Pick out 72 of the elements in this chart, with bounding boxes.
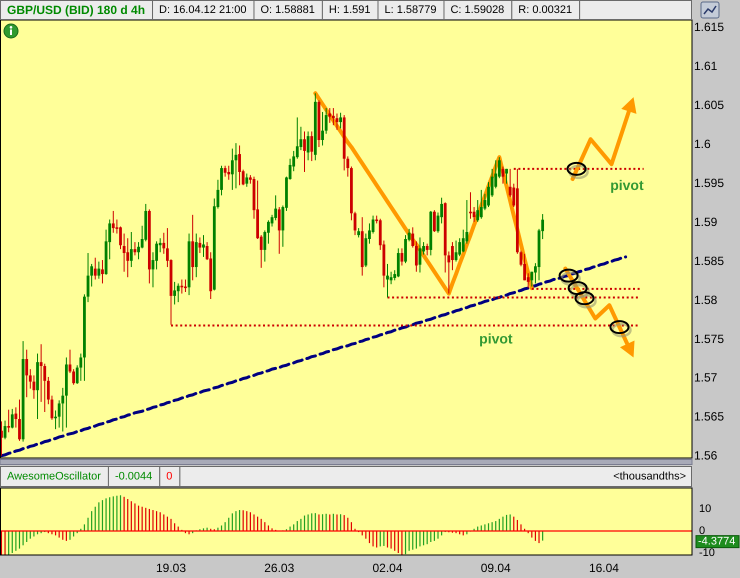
- candlestick: [173, 281, 176, 305]
- x-tick-label: 16.04: [588, 561, 620, 575]
- candlestick: [386, 263, 389, 298]
- candlestick: [198, 236, 202, 254]
- candlestick: [426, 243, 429, 256]
- candlestick: [357, 228, 360, 238]
- y-tick-label: 1.585: [694, 254, 724, 268]
- y-tick-label: 1.61: [694, 58, 718, 73]
- y-tick-label: 1.57: [694, 370, 718, 385]
- candlestick: [418, 236, 422, 274]
- candlestick: [43, 363, 46, 413]
- chart-title: GBP/USD (BID) 180 d 4h: [7, 3, 146, 17]
- y-tick-label: 1.6: [694, 136, 712, 151]
- y-tick-label: 0: [699, 524, 706, 537]
- y-tick-label: 1.58: [694, 292, 718, 307]
- candlestick: [126, 238, 130, 278]
- y-tick-label: 1.605: [694, 98, 724, 112]
- candlestick: [234, 142, 238, 189]
- y-tick-label: 1.56: [694, 448, 718, 463]
- y-tick-label: 1.615: [694, 20, 724, 34]
- candlestick: [414, 240, 418, 272]
- candlestick: [469, 192, 472, 220]
- candlestick: [224, 165, 227, 178]
- y-tick-label: 1.565: [694, 410, 724, 424]
- candlestick: [18, 399, 21, 442]
- y-tick-label: 1.595: [694, 176, 724, 190]
- candlestick: [238, 144, 241, 186]
- series-label: pivot: [479, 330, 513, 347]
- candlestick: [502, 166, 504, 184]
- y-axis-title: <thousandths>: [613, 470, 686, 482]
- candlestick: [227, 165, 230, 180]
- candlestick: [462, 229, 465, 253]
- y-tick-label: 10: [699, 502, 712, 515]
- text: 0: [166, 470, 172, 482]
- candlestick: [339, 112, 342, 129]
- candlestick: [101, 260, 104, 284]
- candlestick: [321, 111, 324, 146]
- text: -4.3774: [698, 536, 736, 548]
- x-tick-label: 09.04: [480, 561, 512, 575]
- chart-title: AwesomeOscillator: [7, 470, 102, 482]
- text: H: 1.591: [328, 4, 371, 16]
- text: R: 0.00321: [518, 4, 572, 16]
- x-tick-label: 19.03: [156, 561, 186, 575]
- candlestick: [25, 349, 28, 398]
- candlestick: [4, 420, 6, 440]
- candlestick: [332, 108, 335, 126]
- candlestick: [454, 240, 458, 262]
- series-label: pivot: [610, 176, 644, 193]
- text: D: 16.04.12 21:00: [159, 4, 246, 16]
- candlestick: [306, 130, 310, 161]
- candlestick: [505, 168, 508, 184]
- y-tick-label: 1.575: [694, 332, 724, 346]
- candlestick: [400, 248, 404, 266]
- candlestick: [202, 234, 205, 258]
- line-series: [313, 91, 534, 296]
- y-tick-label: 1.59: [694, 214, 718, 229]
- x-tick-label: 26.03: [264, 561, 295, 575]
- y-tick-label: -10: [699, 547, 715, 560]
- candlestick: [97, 261, 100, 280]
- line-series: [0, 255, 628, 458]
- text: C: 1.59028: [450, 4, 504, 16]
- text: O: 1.58881: [260, 4, 315, 16]
- candlestick: [184, 279, 187, 292]
- candlestick: [432, 210, 436, 232]
- x-tick-label: 02.04: [372, 561, 403, 575]
- candlestick: [130, 231, 133, 268]
- candlestick: [476, 200, 480, 222]
- text: -0.0044: [114, 470, 152, 482]
- candlestick: [303, 130, 306, 172]
- candlestick: [134, 242, 136, 256]
- text: L: 1.58779: [384, 4, 436, 16]
- candlestick: [396, 248, 400, 278]
